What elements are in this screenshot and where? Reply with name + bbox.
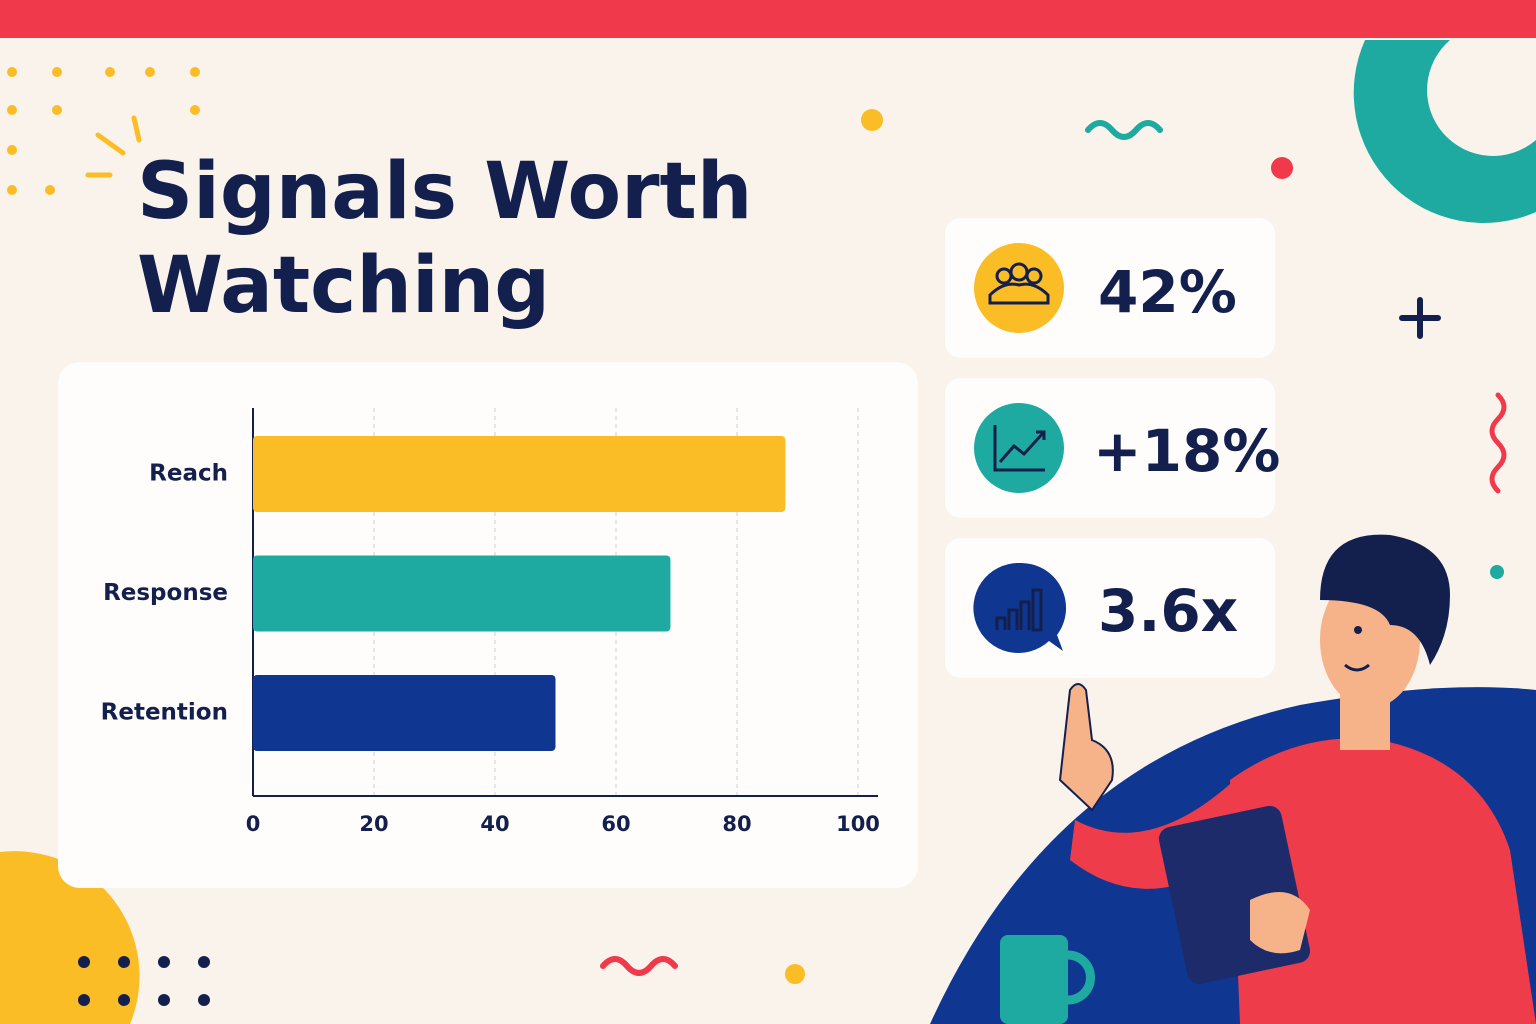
x-tick-label: 20 — [359, 812, 388, 836]
icon-people — [988, 262, 1050, 305]
stat-value: +18% — [1093, 417, 1280, 485]
x-tick-label: 0 — [246, 812, 261, 836]
dots — [78, 956, 210, 1006]
plus — [1399, 297, 1441, 339]
ring — [1353, 40, 1536, 223]
x-tick-label: 60 — [601, 812, 630, 836]
x-tick-label: 100 — [836, 812, 880, 836]
title-line: Watching — [137, 241, 550, 331]
stat-cards: 42% +18% 3.6x — [945, 218, 1280, 678]
stat-value: 42% — [1098, 258, 1237, 326]
dots — [7, 67, 883, 984]
chart-title: Signals Worth Watching — [137, 147, 780, 331]
top-bar — [0, 0, 1536, 38]
squiggle — [1489, 392, 1507, 494]
y-tick-label: Retention — [101, 700, 228, 726]
dot — [1271, 157, 1293, 179]
person-illustration — [930, 534, 1536, 1024]
x-tick-label: 80 — [722, 812, 751, 836]
bar — [253, 436, 786, 512]
dot — [1490, 565, 1504, 579]
icon — [974, 243, 1064, 333]
y-tick-label: Response — [103, 580, 228, 606]
icon — [974, 403, 1064, 493]
sparkle — [85, 115, 142, 178]
icon-bars — [995, 588, 1043, 632]
icon-trend — [993, 425, 1046, 472]
squiggle — [600, 956, 678, 976]
bar-chart: 0 20 40 60 80 100 Reach Response Retention — [101, 408, 880, 836]
blob — [0, 851, 140, 1024]
title-line: Signals Worth — [137, 147, 752, 237]
stat-value: 3.6x — [1098, 577, 1238, 645]
bar — [253, 675, 556, 751]
y-tick-label: Reach — [149, 461, 228, 487]
x-tick-label: 40 — [480, 812, 509, 836]
squiggle — [1085, 120, 1163, 140]
bar — [253, 555, 671, 632]
